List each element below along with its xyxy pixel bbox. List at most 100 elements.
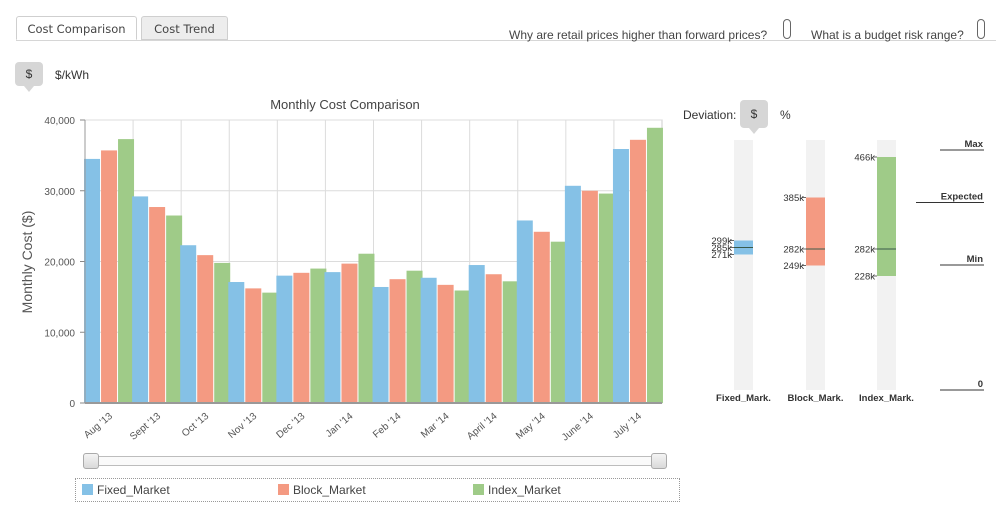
- range-band-block-mark[interactable]: [806, 197, 825, 266]
- legend-item-block-market[interactable]: Block_Market: [278, 483, 366, 497]
- x-tick-label: Jan '14: [324, 411, 356, 440]
- paperclip-icon[interactable]: [783, 19, 791, 39]
- x-tick-label: April '14: [465, 411, 500, 443]
- help-link-budget-risk[interactable]: What is a budget risk range?: [811, 28, 964, 42]
- legend-swatch-icon: [278, 484, 289, 495]
- x-tick-label: Aug '13: [82, 411, 115, 441]
- range-value-label: 285k: [711, 243, 732, 254]
- x-tick-label: Oct '13: [180, 411, 211, 440]
- bar-block-market[interactable]: [149, 207, 166, 403]
- legend-item-index-market[interactable]: Index_Market: [473, 483, 561, 497]
- bar-block-market[interactable]: [533, 231, 550, 403]
- range-value-label: 466k: [854, 153, 875, 164]
- scale-label: Max: [965, 139, 984, 150]
- range-value-label: 299k: [711, 236, 732, 247]
- bar-index-market[interactable]: [646, 127, 663, 403]
- y-tick-label: 20,000: [44, 258, 75, 269]
- bar-index-market[interactable]: [262, 292, 279, 403]
- tab-cost-trend[interactable]: Cost Trend: [141, 16, 228, 40]
- bar-fixed-market[interactable]: [564, 185, 581, 403]
- bar-index-market[interactable]: [454, 290, 471, 403]
- x-tick-label: Sept '13: [128, 411, 163, 443]
- scale-label: Min: [967, 254, 984, 265]
- chart-bars: [84, 127, 663, 404]
- slider-handle-left[interactable]: [83, 453, 99, 469]
- legend-label: Fixed_Market: [97, 483, 170, 497]
- bar-fixed-market[interactable]: [228, 282, 245, 403]
- range-value-label: 228k: [854, 272, 875, 283]
- bar-index-market[interactable]: [118, 139, 135, 404]
- bar-fixed-market[interactable]: [420, 277, 437, 403]
- legend-swatch-icon: [473, 484, 484, 495]
- x-tick-label: July '14: [611, 411, 644, 441]
- bar-fixed-market[interactable]: [132, 196, 149, 403]
- bar-block-market[interactable]: [437, 284, 454, 403]
- bar-fixed-market[interactable]: [180, 245, 197, 403]
- bar-block-market[interactable]: [629, 139, 646, 403]
- bar-fixed-market[interactable]: [372, 286, 389, 403]
- paperclip-icon[interactable]: [977, 19, 985, 39]
- chart-y-axis-label: Monthly Cost ($): [19, 211, 35, 314]
- bar-fixed-market[interactable]: [516, 220, 533, 403]
- bar-index-market[interactable]: [598, 193, 615, 403]
- deviation-percent-toggle[interactable]: %: [780, 108, 791, 122]
- bar-block-market[interactable]: [341, 263, 358, 403]
- scale-label: 0: [978, 379, 983, 390]
- help-link-retail-prices[interactable]: Why are retail prices higher than forwar…: [509, 28, 768, 42]
- range-column-label: Block_Mark.: [788, 393, 844, 404]
- x-tick-label: June '14: [560, 411, 596, 444]
- legend-swatch-icon: [82, 484, 93, 495]
- range-value-label: 385k: [783, 193, 804, 204]
- chart-legend: Fixed_Market Block_Market Index_Market: [75, 478, 680, 502]
- bar-block-market[interactable]: [197, 255, 214, 403]
- unit-kwh-toggle[interactable]: $/kWh: [55, 68, 90, 82]
- bar-index-market[interactable]: [406, 270, 423, 403]
- dollar-toggle-button[interactable]: $: [15, 62, 43, 92]
- range-value-label: 282k: [783, 245, 804, 256]
- x-tick-label: Nov '13: [226, 411, 259, 441]
- bar-fixed-market[interactable]: [276, 275, 293, 403]
- range-value-label: 271k: [711, 250, 732, 261]
- deviation-label: Deviation:: [683, 108, 737, 122]
- range-column-label: Fixed_Mark.: [716, 393, 771, 404]
- bar-block-market[interactable]: [389, 279, 406, 403]
- deviation-dollar-button[interactable]: $: [740, 100, 768, 134]
- bar-block-market[interactable]: [581, 190, 598, 403]
- legend-label: Index_Market: [488, 483, 561, 497]
- legend-label: Block_Market: [293, 483, 366, 497]
- range-value-label: 249k: [783, 261, 804, 272]
- bar-block-market[interactable]: [245, 288, 262, 403]
- bar-index-market[interactable]: [310, 268, 327, 403]
- bar-fixed-market[interactable]: [612, 149, 629, 403]
- bar-index-market[interactable]: [166, 215, 183, 403]
- bar-block-market[interactable]: [485, 274, 502, 403]
- x-tick-label: May '14: [514, 411, 548, 442]
- monthly-cost-chart: Monthly Cost Comparison Monthly Cost ($)…: [19, 97, 663, 444]
- bar-index-market[interactable]: [214, 262, 231, 403]
- legend-item-fixed-market[interactable]: Fixed_Market: [82, 483, 170, 497]
- range-band-index-mark[interactable]: [877, 157, 896, 276]
- bar-fixed-market[interactable]: [468, 265, 485, 403]
- y-tick-label: 30,000: [44, 187, 75, 198]
- bar-block-market[interactable]: [293, 272, 310, 403]
- tab-cost-comparison[interactable]: Cost Comparison: [16, 16, 137, 40]
- bar-fixed-market[interactable]: [324, 272, 341, 403]
- x-tick-label: Mar '14: [419, 411, 452, 441]
- bar-index-market[interactable]: [358, 253, 375, 403]
- x-tick-label: Feb '14: [371, 411, 404, 441]
- bar-fixed-market[interactable]: [84, 158, 101, 403]
- date-range-slider-track[interactable]: [90, 456, 660, 466]
- y-tick-label: 10,000: [44, 328, 75, 339]
- range-column-label: Index_Mark.: [859, 393, 914, 404]
- range-value-label: 282k: [854, 245, 875, 256]
- y-tick-label: 0: [69, 399, 75, 410]
- scale-label: Expected: [941, 192, 983, 203]
- bar-index-market[interactable]: [502, 281, 519, 403]
- y-tick-label: 40,000: [44, 116, 75, 127]
- x-tick-label: Dec '13: [274, 411, 307, 441]
- range-track-fixed-mark: [734, 140, 753, 390]
- slider-handle-right[interactable]: [651, 453, 667, 469]
- bar-block-market[interactable]: [101, 150, 118, 403]
- bar-index-market[interactable]: [550, 241, 567, 403]
